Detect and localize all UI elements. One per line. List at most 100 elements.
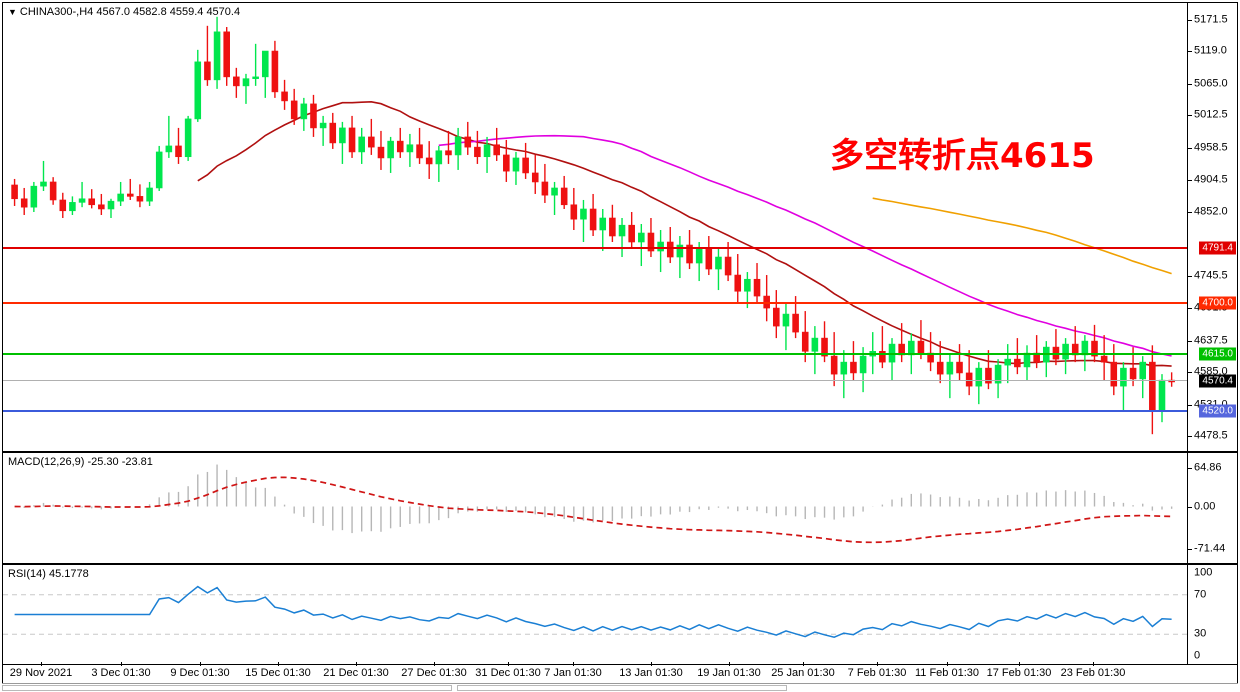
- candle: [126, 178, 134, 200]
- price-axis-label: 4585.0: [1194, 365, 1228, 378]
- candle: [715, 248, 722, 291]
- level-line-resistance-4700[interactable]: [3, 302, 1187, 305]
- candlestick-series: [11, 16, 1175, 435]
- time-axis-tick: [1019, 662, 1020, 666]
- candle: [541, 163, 549, 203]
- macd-axis[interactable]: 64.86 0.00 -71.44: [1187, 453, 1237, 563]
- candle: [628, 211, 635, 249]
- time-axis-label: 19 Jan 01:30: [697, 667, 761, 679]
- price-axis-tick: [1188, 308, 1192, 310]
- candle: [666, 227, 674, 264]
- price-axis-tick: [1188, 275, 1192, 277]
- status-bar-segment-left[interactable]: [2, 685, 452, 691]
- candle: [647, 217, 655, 258]
- candle: [165, 115, 173, 158]
- price-axis-label: 4745.5: [1194, 269, 1228, 282]
- rsi-plot-area[interactable]: [3, 565, 1187, 664]
- candle: [281, 79, 288, 110]
- status-bar-segment-right[interactable]: [457, 685, 787, 691]
- candle: [348, 115, 356, 158]
- time-axis-label: 3 Dec 01:30: [91, 667, 151, 679]
- level-line-last-price-4570[interactable]: [3, 379, 1187, 381]
- price-axis-label: 4637.5: [1194, 334, 1228, 347]
- candle: [252, 43, 259, 86]
- candle: [888, 338, 896, 381]
- price-axis[interactable]: 5171.5 5119.0 5065.0 5012.5 4958.5 4904.5 4852…: [1187, 3, 1237, 451]
- price-axis-label: 4904.5: [1194, 173, 1228, 186]
- candle: [377, 130, 385, 170]
- level-tag-last-price-4570[interactable]: 4570.4: [1199, 374, 1236, 388]
- candle: [136, 184, 144, 208]
- candle: [503, 139, 510, 182]
- candle: [1100, 335, 1108, 381]
- candle: [705, 236, 713, 276]
- chart-annotation-text[interactable]: 多空转折点4615: [830, 136, 1095, 176]
- candle: [985, 350, 992, 390]
- candle: [589, 193, 597, 237]
- time-axis-tick: [947, 662, 948, 666]
- time-axis-label: 25 Jan 01:30: [771, 667, 835, 679]
- time-axis-tick: [434, 662, 435, 666]
- price-axis-tick: [1188, 404, 1192, 406]
- level-line-pivot-4615[interactable]: [3, 353, 1187, 356]
- level-tag-pivot-4615[interactable]: 4615.0: [1199, 347, 1236, 361]
- level-tag-resistance-4700[interactable]: 4700.0: [1199, 296, 1236, 310]
- candle: [425, 141, 433, 179]
- candle: [435, 145, 443, 182]
- candle: [1091, 324, 1098, 363]
- time-axis[interactable]: 29 Nov 2021 3 Dec 01:30 9 Dec 01:30 15 Dec …: [2, 662, 1238, 683]
- candle: [1004, 344, 1012, 384]
- level-line-resistance-4791[interactable]: [3, 247, 1187, 250]
- candle: [1120, 362, 1127, 411]
- rsi-axis[interactable]: 100 70 30 0: [1187, 565, 1237, 664]
- price-plot-area[interactable]: [3, 3, 1187, 451]
- candle: [531, 154, 539, 194]
- level-line-support-4520[interactable]: [3, 410, 1187, 413]
- candle: [840, 350, 848, 399]
- candle: [358, 127, 365, 164]
- macd-series: [14, 464, 1173, 544]
- candle: [1014, 338, 1021, 375]
- price-axis-tick: [1188, 51, 1192, 53]
- rsi-series: [3, 585, 1187, 638]
- candle: [464, 121, 472, 155]
- candle: [98, 193, 105, 215]
- time-axis-tick: [803, 662, 804, 666]
- level-tag-support-4520[interactable]: 4520.0: [1199, 404, 1236, 418]
- price-axis-label: 5171.5: [1194, 13, 1228, 26]
- candle: [223, 27, 230, 86]
- macd-axis-tick: [1188, 548, 1192, 550]
- candle: [551, 181, 558, 215]
- price-axis-tick: [1188, 340, 1192, 342]
- symbol-title[interactable]: ▼ CHINA300-,H4 4567.0 4582.8 4559.4 4570.…: [8, 6, 240, 18]
- candle: [570, 187, 578, 231]
- rsi-pane[interactable]: RSI(14) 45.1778 100 70 30 0: [2, 564, 1238, 665]
- chevron-down-icon[interactable]: ▼: [8, 7, 17, 18]
- price-axis-tick: [1188, 83, 1192, 85]
- macd-axis-tick: [1188, 467, 1192, 469]
- time-axis-label: 11 Feb 01:30: [914, 667, 980, 679]
- candle: [927, 332, 934, 372]
- time-axis-tick: [278, 662, 279, 666]
- macd-pane[interactable]: MACD(12,26,9) -25.30 -23.81 64.86 0.00 -71…: [2, 452, 1238, 564]
- macd-axis-tick: [1188, 506, 1192, 508]
- candle: [1062, 338, 1069, 375]
- candle: [1023, 345, 1031, 381]
- candle: [580, 199, 587, 243]
- price-pane[interactable]: ▼ CHINA300-,H4 4567.0 4582.8 4559.4 4570.…: [2, 2, 1238, 452]
- time-axis-tick: [1093, 662, 1094, 666]
- candle: [734, 254, 742, 303]
- candle: [483, 136, 491, 173]
- candle: [618, 217, 626, 258]
- macd-plot-area[interactable]: [3, 453, 1187, 563]
- candle: [69, 196, 76, 215]
- candle: [329, 112, 337, 149]
- rsi-axis-label: 100: [1194, 566, 1213, 579]
- candle: [194, 49, 202, 122]
- level-tag-resistance-4791[interactable]: 4791.4: [1199, 241, 1236, 255]
- candle: [936, 341, 944, 384]
- time-axis-tick: [200, 662, 201, 666]
- candle: [11, 178, 18, 206]
- candle: [146, 181, 153, 206]
- price-axis-label: 5119.0: [1194, 44, 1227, 57]
